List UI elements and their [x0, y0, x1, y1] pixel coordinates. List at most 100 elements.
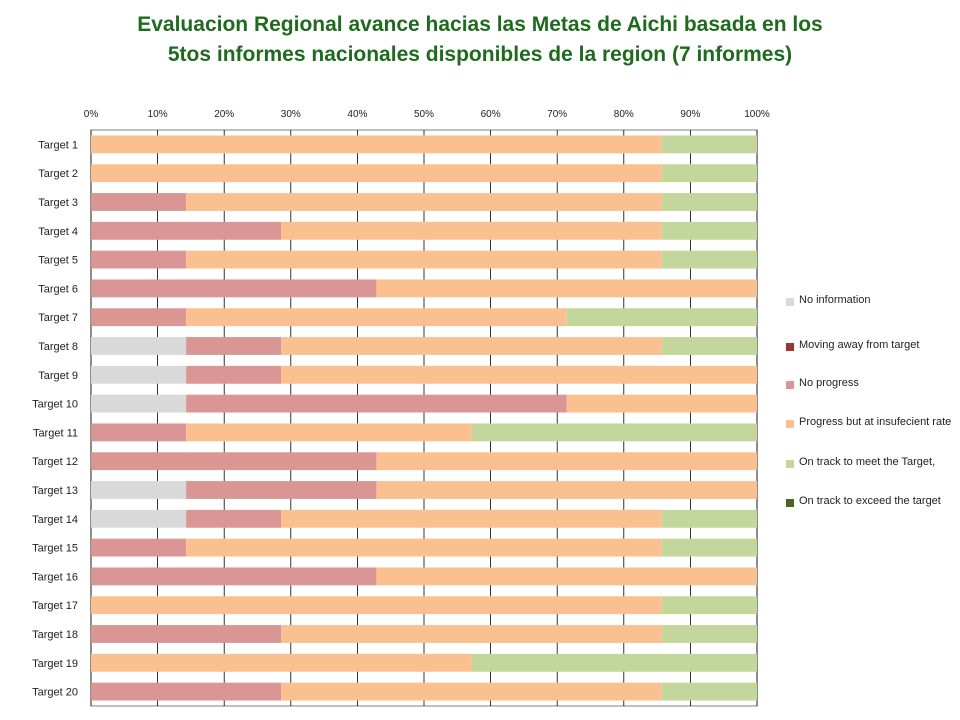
chart-title-line-1: Evaluacion Regional avance hacias las Me… [137, 13, 823, 36]
bar-segment [91, 625, 282, 643]
category-label: Target 13 [32, 485, 78, 497]
x-tick-label: 100% [744, 109, 770, 120]
bar-segment [91, 509, 187, 528]
bar-segment [91, 250, 187, 269]
legend-swatch-no-information [786, 298, 794, 306]
bar-segment [661, 509, 757, 528]
chart-title-line-2: 5tos informes nacionales disponibles de … [167, 43, 793, 66]
bar-segment [91, 596, 662, 615]
bar-segment [661, 193, 757, 211]
bar-segment [186, 365, 282, 384]
bar-segment [566, 394, 757, 413]
bar-segment [186, 308, 567, 327]
legend-label-moving-away: Moving away from target [799, 339, 920, 351]
bar-segment [91, 653, 472, 672]
category-label: Target 19 [32, 658, 78, 670]
bar-segment [376, 567, 757, 586]
category-label: Target 9 [38, 370, 78, 382]
bar-segment [281, 625, 662, 643]
bar-segment [471, 423, 757, 442]
bar-segment [186, 481, 377, 499]
category-label: Target 20 [32, 687, 78, 699]
legend-label-progress-insufficient: Progress but at insufecient rate [799, 416, 952, 428]
bar-segment [661, 682, 757, 701]
legend-label-no-information: No information [799, 294, 871, 306]
legend-label-no-progress: No progress [799, 377, 859, 389]
category-label: Target 3 [38, 197, 78, 209]
bar-segment [91, 279, 377, 298]
category-label: Target 4 [38, 226, 78, 238]
bar-segment [91, 365, 187, 384]
bar-segment [281, 365, 757, 384]
bar-segment [91, 682, 282, 701]
x-tick-label: 40% [347, 109, 367, 120]
bar-segment [186, 423, 472, 442]
category-label: Target 1 [38, 139, 78, 151]
bar-segment [91, 567, 377, 586]
bar-segment [91, 452, 377, 471]
bar-segment [376, 452, 757, 471]
bar-segment [471, 653, 757, 672]
x-tick-label: 90% [680, 109, 700, 120]
bar-segment [91, 394, 187, 413]
bar-segment [91, 337, 187, 355]
bar-segment [186, 250, 662, 269]
legend-swatch-moving-away [786, 343, 794, 351]
legend-swatch-no-progress [786, 381, 794, 389]
category-label: Target 14 [32, 514, 78, 526]
bar-segment [91, 423, 187, 442]
bar-segment [661, 596, 757, 615]
bar-segment [91, 221, 282, 240]
category-label: Target 7 [38, 312, 78, 324]
category-label: Target 12 [32, 456, 78, 468]
x-tick-label: 70% [547, 109, 567, 120]
category-label: Target 17 [32, 600, 78, 612]
legend-label-exceed: On track to exceed the target [799, 495, 941, 507]
bar-segment [186, 394, 567, 413]
x-tick-label: 50% [414, 109, 434, 120]
x-tick-label: 30% [281, 109, 301, 120]
legend-swatch-exceed [786, 499, 794, 507]
bar-segment [661, 164, 757, 183]
bar-segment [91, 538, 187, 557]
category-label: Target 16 [32, 571, 78, 583]
bar-segment [376, 481, 757, 499]
bar-segment [281, 221, 662, 240]
category-label: Target 15 [32, 543, 78, 555]
category-label: Target 2 [38, 168, 78, 180]
bar-segment [281, 509, 662, 528]
bar-segment [566, 308, 757, 327]
legend-label-on-track: On track to meet the Target, [799, 456, 936, 468]
bar-segment [186, 193, 662, 211]
bar-segment [91, 308, 187, 327]
category-label: Target 5 [38, 255, 78, 267]
bar-segment [186, 337, 282, 355]
category-label: Target 18 [32, 629, 78, 641]
bar-segment [186, 538, 662, 557]
chart-title: Evaluacion Regional avance hacias las Me… [0, 10, 960, 70]
bar-segment [281, 682, 662, 701]
x-tick-label: 0% [84, 109, 99, 120]
bar-segment [91, 481, 187, 499]
bar-segment [661, 250, 757, 269]
category-label: Target 6 [38, 283, 78, 295]
bar-segment [91, 164, 662, 183]
x-tick-label: 60% [481, 109, 501, 120]
category-label: Target 10 [32, 399, 78, 411]
bar-segment [661, 337, 757, 355]
category-label: Target 8 [38, 341, 78, 353]
bar-segment [661, 538, 757, 557]
bar-segment [186, 509, 282, 528]
bar-segment [376, 279, 757, 298]
x-tick-label: 20% [214, 109, 234, 120]
bar-segment [281, 337, 662, 355]
x-tick-label: 10% [148, 109, 168, 120]
bar-segment [661, 221, 757, 240]
bar-segment [91, 193, 187, 211]
legend-swatch-on-track [786, 460, 794, 468]
category-label: Target 11 [33, 427, 78, 439]
bar-segment [91, 135, 662, 154]
x-tick-label: 80% [614, 109, 634, 120]
bar-segment [661, 135, 757, 154]
